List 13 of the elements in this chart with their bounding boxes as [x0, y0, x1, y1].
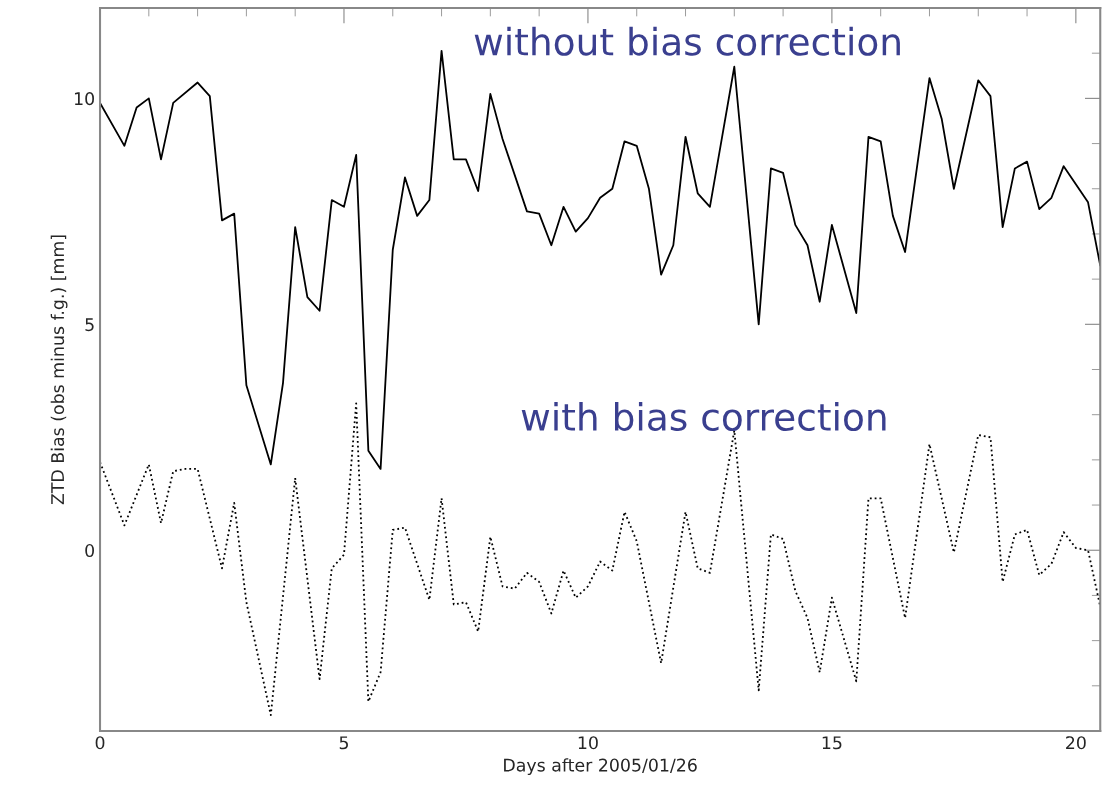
- y-tick-label: 10: [74, 92, 95, 106]
- series-label: with bias correction: [521, 401, 886, 431]
- y-tick-label: 0: [85, 543, 95, 558]
- x-tick-label: 15: [822, 736, 842, 750]
- x-axis-title: Days after 2005/01/26: [504, 758, 697, 776]
- x-tick-label: 10: [578, 736, 598, 750]
- x-tick-label: 20: [1066, 736, 1086, 750]
- line-series: [100, 402, 1101, 717]
- y-tick-label: 5: [85, 318, 94, 332]
- x-tick-label: 5: [339, 736, 348, 750]
- x-tick-label: 0: [95, 736, 105, 750]
- y-axis-title: ZTD Bias (obs minus f.g.) [mm]: [50, 235, 68, 505]
- series-label: without bias correction: [474, 26, 900, 56]
